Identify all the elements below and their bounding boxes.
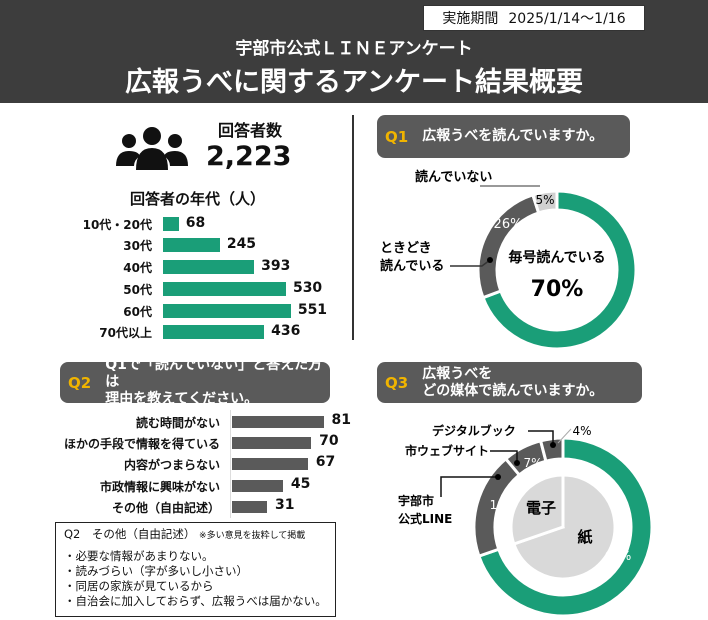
q3-leader-line <box>557 428 572 444</box>
donut-segment <box>538 436 565 464</box>
q3-header: Q3 広報うべを どの媒体で読んでいますか。 <box>377 362 642 403</box>
q3-question-line2: どの媒体で読んでいますか。 <box>422 382 604 399</box>
respondents-label: 回答者数 <box>218 121 283 140</box>
age-chart-title: 回答者の年代（人） <box>130 190 266 208</box>
q3-label-line-1: 宇部市 <box>398 493 434 508</box>
period-value: 2025/1/14～1/16 <box>508 11 626 27</box>
inner-label-digital: 電子 <box>526 499 556 517</box>
age-label: 70代以上 <box>99 326 152 340</box>
people-icon <box>116 127 188 170</box>
q3-leader-dot <box>495 474 501 480</box>
q2-value: 81 <box>331 412 351 428</box>
age-label: 50代 <box>123 283 152 297</box>
age-value: 245 <box>226 236 257 252</box>
q2-label: 読む時間がない <box>135 416 220 430</box>
inner-label-paper: 紙 <box>577 528 592 546</box>
q2-value: 70 <box>319 433 339 449</box>
q1-pct-not: 5% <box>535 193 554 207</box>
q2-value: 45 <box>290 476 311 492</box>
q3-leader-dot <box>550 442 556 448</box>
age-bar <box>163 304 291 318</box>
free-title: Q2 その他（自由記述） <box>64 527 196 541</box>
q2-bar <box>232 480 283 492</box>
q3-pct-paper: 69% <box>605 549 632 563</box>
free-item: ・同居の家族が見ているから <box>64 579 214 593</box>
age-value: 530 <box>292 280 323 296</box>
q3-number: Q3 <box>385 373 409 392</box>
age-value: 551 <box>297 302 328 318</box>
q1-label-not: 読んでいない <box>415 169 492 185</box>
survey-period: 実施期間 2025/1/14～1/16 <box>423 5 645 31</box>
age-bar <box>163 325 265 339</box>
q3-question-line1: 広報うべを <box>422 365 493 382</box>
q2-bar <box>232 458 308 470</box>
q3-label-web: 市ウェブサイト <box>405 443 489 458</box>
q1-pct-sometimes: 26% <box>494 217 523 232</box>
age-value: 393 <box>261 258 291 274</box>
q1-leader-line <box>450 259 491 267</box>
age-bar <box>163 238 220 252</box>
subtitle: 宇部市公式ＬＩＮＥアンケート <box>235 39 473 59</box>
free-item: ・必要な情報があまりない。 <box>64 549 214 563</box>
q2-question-line1: Q1で「読んでいない」と答えた方は <box>105 357 323 391</box>
age-label: 10代・20代 <box>82 218 152 232</box>
q3-pct-digital: 4% <box>572 424 591 438</box>
free-comments-box: Q2 その他（自由記述） ※多い意見を抜粋して掲載 ・必要な情報があまりない。 … <box>55 522 336 617</box>
q1-question: 広報うべを読んでいますか。 <box>422 128 604 145</box>
q2-label: その他（自由記述） <box>111 501 220 515</box>
period-label: 実施期間 <box>442 11 499 27</box>
q1-number: Q1 <box>385 127 409 146</box>
q3-pct-line: 19% <box>490 498 517 512</box>
q2-value: 31 <box>275 497 295 513</box>
q1-center-value: 70% <box>531 277 584 302</box>
age-bar <box>163 282 286 296</box>
respondents-count: 2,223 <box>206 141 292 172</box>
donut-segment <box>476 192 541 300</box>
q3-label-digital: デジタルブック <box>432 423 516 438</box>
free-item: ・読みづらい（字が多いし小さい） <box>64 564 248 578</box>
q2-value: 67 <box>315 454 336 470</box>
q3-leader-dot <box>514 460 520 466</box>
q2-number: Q2 <box>68 373 92 392</box>
free-item: ・自治会に加入しておらず、広報うべは届かない。 <box>64 594 327 608</box>
age-bar <box>163 260 255 274</box>
q2-bar <box>232 416 324 428</box>
q2-bar <box>232 501 268 513</box>
age-label: 60代 <box>123 305 152 319</box>
q2-header: Q2 Q1で「読んでいない」と答えた方は 理由を教えてください。 <box>60 357 330 407</box>
age-value: 68 <box>185 215 206 231</box>
q2-label: 内容がつまらない <box>123 458 220 472</box>
age-label: 40代 <box>123 261 152 275</box>
divider <box>352 115 354 340</box>
page-title: 広報うべに関するアンケート結果概要 <box>125 67 583 98</box>
q1-label-sometimes-line1: ときどき <box>380 241 432 256</box>
q3-leader-line <box>440 476 498 497</box>
age-value: 436 <box>271 323 301 339</box>
inner-pie-segment <box>509 473 565 546</box>
q1-header: Q1 広報うべを読んでいますか。 <box>377 115 630 158</box>
q1-label-sometimes-line2: 読んでいる <box>380 258 444 274</box>
free-note: ※多い意見を抜粋して掲載 <box>199 531 306 541</box>
q2-label: 市政情報に興味がない <box>99 480 220 494</box>
q3-leader-line <box>490 450 518 463</box>
q3-leader-line <box>528 430 554 445</box>
donut-segment <box>476 436 654 618</box>
donut-segment <box>530 189 559 215</box>
q3-label-line-2: 公式LINE <box>398 511 452 526</box>
age-bar <box>163 217 179 231</box>
donut-segment <box>481 189 638 351</box>
q2-label: ほかの手段で情報を得ている <box>63 437 220 451</box>
q3-pct-web: 7% <box>523 456 542 470</box>
q2-axis <box>230 410 231 518</box>
q1-center-label: 毎号読んでいる <box>508 249 605 266</box>
q2-question-line2: 理由を教えてください。 <box>105 390 259 407</box>
q2-bar <box>232 437 312 449</box>
age-label: 30代 <box>123 239 152 253</box>
q1-leader-dot <box>487 257 493 263</box>
